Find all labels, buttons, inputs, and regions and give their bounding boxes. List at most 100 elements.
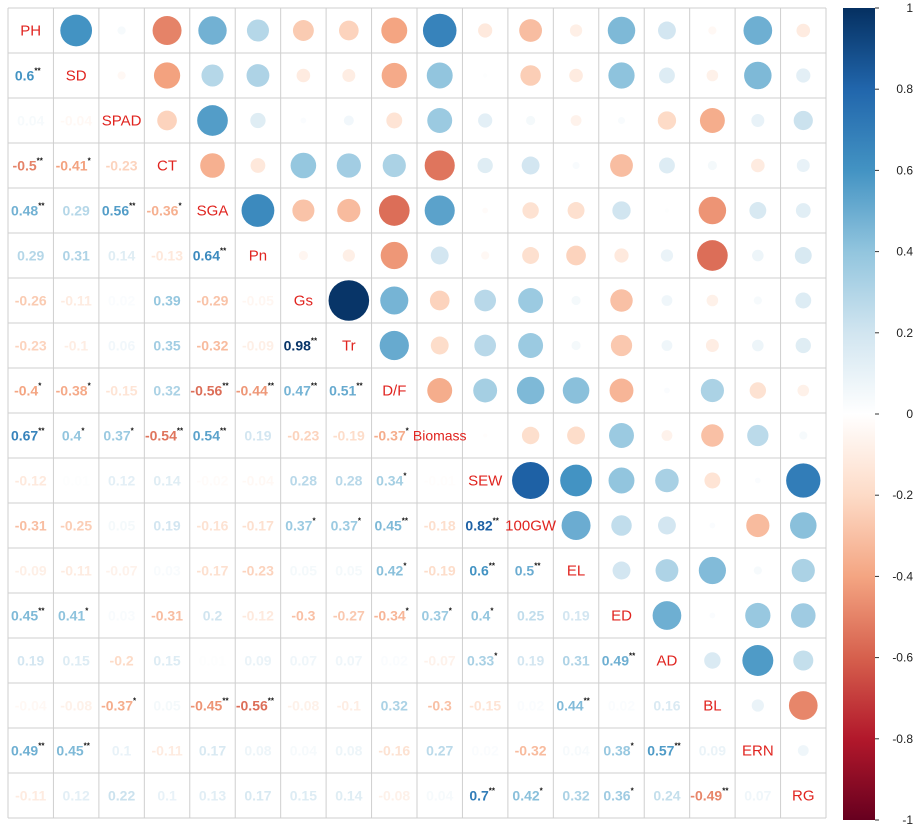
correlation-coefficient: -0.07: [424, 653, 456, 669]
correlation-circle: [292, 20, 314, 41]
correlation-coefficient: -0.15: [469, 698, 501, 714]
correlation-circle: [426, 62, 453, 89]
variable-label: Tr: [342, 338, 356, 355]
correlation-coefficient: 0.42*: [376, 562, 407, 579]
correlation-coefficient: -0.45**: [190, 697, 229, 714]
colorbar-tick-label: 0: [906, 407, 913, 421]
correlation-coefficient: 0.14: [335, 788, 362, 804]
significance-marker: **: [222, 697, 229, 706]
variable-label: Gs: [294, 293, 313, 310]
correlation-circle: [518, 288, 544, 313]
correlation-coefficient: 0.2: [203, 608, 223, 624]
correlation-circle: [789, 512, 817, 539]
correlation-coefficient: 0.03: [153, 563, 180, 579]
significance-marker: **: [129, 202, 136, 211]
correlation-coefficient: -0.09: [15, 563, 47, 579]
correlation-coefficient: -0.2: [110, 653, 134, 669]
correlation-circle: [700, 378, 724, 403]
correlation-circle: [706, 69, 719, 82]
correlation-circle: [754, 477, 761, 484]
correlation-circle: [296, 68, 311, 83]
correlation-coefficient: -0.23: [15, 338, 47, 354]
correlation-coefficient: 0.19: [244, 428, 271, 444]
variable-label: SD: [66, 68, 87, 85]
correlation-coefficient: 0.29: [17, 248, 44, 264]
correlation-coefficient: 0.15: [153, 653, 180, 669]
correlation-coefficient: 0.82**: [465, 517, 499, 534]
variable-label: SEW: [468, 473, 503, 490]
correlation-circle: [610, 334, 633, 357]
correlation-circle: [430, 246, 449, 265]
correlation-circle: [660, 249, 674, 262]
correlation-coefficient: 0.05: [108, 518, 135, 534]
correlation-coefficient: -0.11: [151, 743, 182, 759]
correlation-coefficient: 0.04: [562, 743, 589, 759]
correlation-circle: [422, 13, 457, 48]
correlation-coefficient: -0.18: [424, 518, 456, 534]
correlation-circle: [561, 511, 591, 540]
correlation-coefficient: 0.12: [108, 473, 135, 489]
correlation-coefficient: 0.22: [108, 788, 135, 804]
correlation-circle: [427, 108, 453, 133]
variable-label: BL: [703, 698, 721, 715]
correlation-coefficient: -0.11: [15, 788, 46, 804]
correlation-circle: [201, 64, 224, 87]
correlation-coefficient: -0.29: [197, 293, 229, 309]
significance-marker: *: [88, 157, 92, 166]
variable-label: SGA: [197, 203, 229, 220]
correlation-coefficient: 0.5**: [515, 562, 542, 579]
correlation-coefficient: -0.05: [242, 293, 274, 309]
correlation-coefficient: 0.42*: [512, 787, 543, 804]
correlation-circle: [799, 431, 808, 440]
significance-marker: *: [312, 517, 316, 526]
correlation-coefficient: 0.37*: [422, 607, 453, 624]
correlation-circle: [381, 62, 407, 89]
correlation-circle: [427, 378, 453, 403]
correlation-coefficient: 0.32: [153, 383, 180, 399]
correlation-circle: [609, 378, 634, 403]
correlation-circle: [612, 201, 631, 220]
correlation-coefficient: -0.23: [242, 563, 274, 579]
correlation-circle: [424, 195, 455, 226]
significance-marker: *: [494, 652, 498, 661]
correlation-coefficient: 0.67**: [11, 427, 45, 444]
correlation-circle: [522, 247, 540, 264]
correlation-circle: [152, 16, 182, 45]
correlation-circle: [796, 159, 810, 172]
correlation-coefficient: 0.07: [335, 653, 362, 669]
significance-marker: *: [631, 787, 635, 796]
variable-label: D/F: [382, 383, 406, 400]
significance-marker: **: [34, 67, 41, 76]
significance-marker: **: [222, 382, 229, 391]
correlation-circle: [197, 105, 228, 136]
correlation-coefficient: 0.13: [199, 788, 226, 804]
correlation-coefficient: 0.02: [108, 293, 135, 309]
colorbar-tick-label: 0.8: [896, 82, 913, 96]
correlation-coefficient: 0.37*: [285, 517, 316, 534]
correlation-circle: [608, 467, 635, 494]
correlation-coefficient: 0.37*: [331, 517, 362, 534]
correlation-circle: [343, 115, 354, 126]
correlation-coefficient: -0.31: [151, 608, 183, 624]
correlation-coefficient: 0.06: [108, 338, 135, 354]
correlation-circle: [607, 16, 636, 45]
significance-marker: **: [38, 427, 45, 436]
correlation-circle: [745, 602, 771, 629]
correlation-circle: [749, 202, 767, 219]
correlation-circle: [791, 558, 815, 583]
correlation-circle: [567, 202, 585, 219]
correlation-coefficient: -0.34*: [374, 607, 410, 624]
correlation-circle: [611, 515, 632, 536]
correlation-circle: [300, 117, 307, 124]
variable-label: ERN: [742, 743, 774, 760]
significance-marker: *: [540, 787, 544, 796]
correlation-circle: [473, 378, 498, 403]
correlation-circle: [516, 376, 545, 405]
colorbar-tick-label: -1: [902, 813, 913, 827]
correlation-coefficient: -0.04: [60, 113, 92, 129]
correlation-circle: [796, 68, 811, 83]
correlation-coefficient: -0.11: [61, 293, 92, 309]
correlation-circle: [752, 339, 764, 352]
significance-marker: **: [356, 382, 363, 391]
colorbar-tick-label: 0.6: [896, 163, 913, 177]
